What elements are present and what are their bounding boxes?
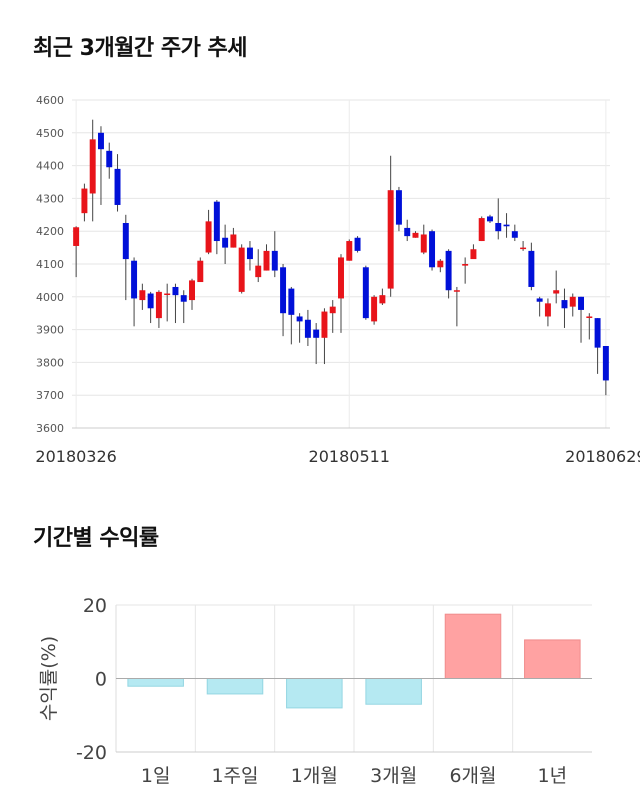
y-tick-label: 3700: [36, 389, 64, 402]
candle-body: [172, 286, 179, 296]
return-bar: [206, 678, 264, 695]
return-bar: [365, 678, 422, 705]
y-tick-label: 3800: [36, 356, 64, 369]
candle-body: [354, 237, 361, 251]
y-tick-label: 3600: [36, 422, 64, 435]
y-tick-label: 20: [83, 595, 107, 617]
candle-body: [296, 316, 303, 322]
candle-body: [462, 264, 469, 266]
candle-body: [246, 247, 253, 260]
candle-body: [180, 295, 187, 302]
candle-body: [139, 290, 146, 301]
candle-body: [271, 250, 278, 271]
candle-body: [528, 250, 535, 287]
candle-body: [487, 216, 493, 222]
candle-body: [371, 296, 378, 322]
candle-body: [73, 227, 80, 246]
candle-body: [420, 234, 427, 253]
candle-body: [255, 265, 262, 278]
return-bar: [444, 613, 502, 679]
candle-body: [205, 221, 212, 253]
candle-body: [155, 291, 162, 319]
candle-body: [81, 188, 88, 214]
period-return-title: 기간별 수익률: [33, 526, 159, 551]
candle-body: [453, 290, 460, 292]
y-tick-label: 4300: [36, 192, 64, 205]
candle-body: [321, 311, 328, 338]
x-tick-label: 1주일: [211, 765, 258, 787]
candle-body: [470, 249, 477, 260]
candle-body: [362, 267, 369, 319]
candle-body: [379, 295, 386, 304]
candle-body: [346, 241, 353, 261]
x-tick-label: 1일: [141, 765, 171, 787]
candle-body: [122, 223, 129, 260]
candle-body: [329, 306, 336, 314]
stock-trend-title: 최근 3개월간 주가 추세: [33, 36, 247, 61]
x-tick-label: 20180629: [565, 447, 640, 466]
candle-body: [114, 168, 121, 205]
candle-body: [288, 288, 295, 315]
candle-body: [561, 300, 568, 309]
candle-body: [213, 201, 220, 242]
candle-body: [197, 260, 204, 283]
candle-body: [164, 293, 171, 296]
y-tick-label: 3900: [36, 324, 64, 337]
candle-body: [437, 260, 444, 268]
candle-body: [602, 346, 609, 381]
y-tick-label: 0: [95, 669, 107, 691]
return-bar-chart: 20 0 -20 1일 1주일 1개월 3개월 6개월 1년 수익률(%): [38, 595, 592, 787]
candle-body: [495, 223, 502, 232]
candle-body: [106, 150, 113, 168]
candle-body: [586, 316, 593, 318]
candle-body: [147, 293, 154, 309]
x-tick-label: 1년: [538, 765, 568, 787]
candle-body: [503, 224, 510, 227]
candle-body: [520, 247, 527, 250]
y-tick-label: 4100: [36, 258, 64, 271]
candle-body: [89, 139, 96, 194]
x-tick-label: 20180511: [309, 447, 390, 466]
candle-body: [387, 190, 394, 289]
candlestick-chart: 3600 3700 3800 3900 4000 4100 4200 4300 4400 4500…: [35, 94, 640, 466]
candle-body: [131, 260, 138, 299]
candle-body: [536, 298, 543, 302]
candle-body: [395, 190, 402, 225]
candle-body: [304, 319, 311, 338]
candle-body: [412, 232, 419, 238]
return-bar: [127, 678, 184, 687]
candle-body: [222, 237, 229, 248]
candle-body: [313, 329, 320, 338]
candle-body: [511, 231, 518, 238]
y-tick-label: 4000: [36, 291, 64, 304]
candle-body: [238, 247, 245, 292]
candle-body: [553, 290, 560, 294]
candle-body: [97, 132, 104, 150]
candle-body: [544, 303, 551, 317]
candle-body: [445, 250, 452, 291]
candle-body: [429, 231, 436, 268]
candle-body: [404, 227, 411, 237]
return-bar: [286, 678, 343, 709]
candle-body: [280, 267, 287, 314]
candle-body: [230, 234, 237, 248]
y-tick-label: -20: [76, 742, 107, 764]
y-tick-label: 4200: [36, 225, 64, 238]
y-tick-label: 4400: [36, 160, 64, 173]
candle-body: [578, 296, 585, 310]
candle-body: [338, 257, 344, 299]
y-tick-label: 4600: [36, 94, 64, 107]
candle-body: [189, 280, 195, 301]
return-bar: [524, 639, 581, 679]
x-tick-label: 1개월: [291, 765, 338, 787]
candle-body: [263, 250, 270, 271]
x-tick-label: 20180326: [35, 447, 116, 466]
x-tick-label: 6개월: [449, 765, 496, 787]
y-axis-title: 수익률(%): [38, 636, 60, 721]
y-tick-label: 4500: [36, 127, 64, 140]
x-tick-label: 3개월: [370, 765, 417, 787]
candle-body: [594, 318, 601, 348]
candle-body: [569, 296, 576, 307]
candle-body: [478, 218, 485, 242]
